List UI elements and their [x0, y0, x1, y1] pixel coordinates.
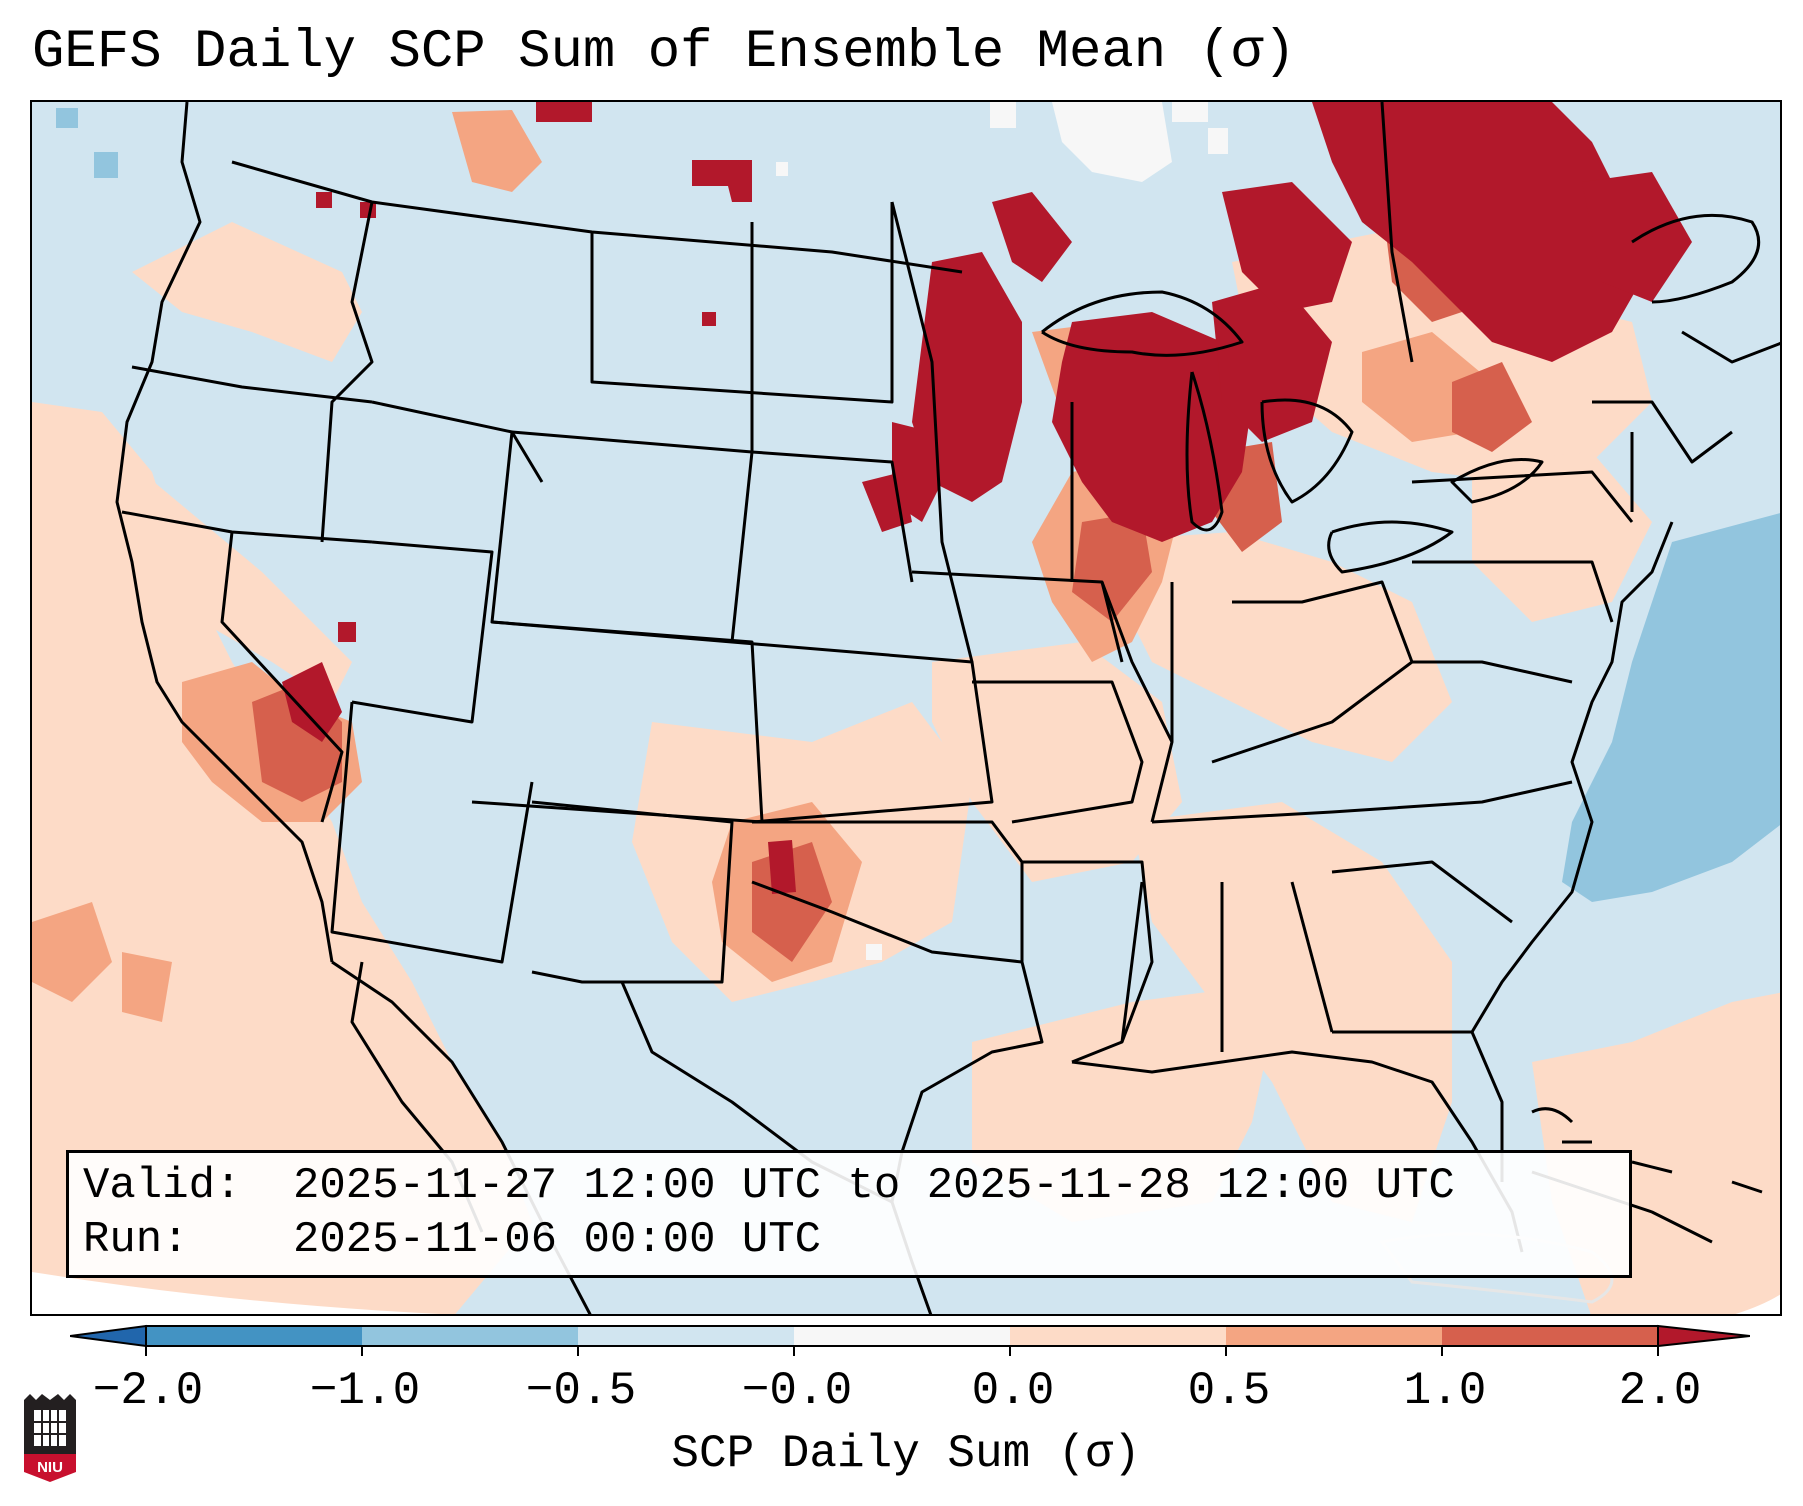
- projection-edge-left: [32, 1272, 441, 1314]
- run-label: Run:: [83, 1215, 189, 1265]
- valid-label: Valid:: [83, 1161, 242, 1211]
- colorbar-label: SCP Daily Sum (σ): [671, 1428, 1141, 1480]
- scp-field-neutral: [776, 102, 1228, 960]
- colorbar-segment-6: [1442, 1326, 1659, 1346]
- colorbar-segment-4: [1010, 1326, 1227, 1346]
- valid-run-info-box: Valid: 2025-11-27 12:00 UTC to 2025-11-28…: [66, 1150, 1632, 1278]
- tick-label-0: −2.0: [92, 1365, 204, 1417]
- tick-label-3: −0.0: [741, 1365, 853, 1417]
- scp-field-max: [282, 102, 1692, 894]
- projection-edge-right: [1735, 1294, 1780, 1314]
- map-panel: [30, 100, 1782, 1316]
- colorbar-segment-0: [146, 1326, 363, 1346]
- colorbar-extend-low: [70, 1324, 147, 1348]
- niu-seal-icon: NIU: [24, 1394, 76, 1482]
- colorbar-segment-1: [362, 1326, 579, 1346]
- valid-value: 2025-11-27 12:00 UTC to 2025-11-28 12:00…: [293, 1161, 1455, 1211]
- scp-field-neg: [56, 108, 1780, 902]
- colorbar-segment-5: [1226, 1326, 1443, 1346]
- tick-label-5: 0.5: [1187, 1365, 1271, 1417]
- colorbar-segment-3: [794, 1326, 1011, 1346]
- colorbar: [70, 1324, 1750, 1356]
- colorbar-segment-2: [578, 1326, 795, 1346]
- colorbar-extend-high: [1657, 1324, 1750, 1348]
- svg-text:NIU: NIU: [37, 1459, 63, 1476]
- tick-label-4: 0.0: [971, 1365, 1055, 1417]
- scp-map: [32, 102, 1780, 1314]
- run-value: 2025-11-06 00:00 UTC: [293, 1215, 822, 1265]
- tick-label-6: 1.0: [1403, 1365, 1487, 1417]
- tick-label-1: −1.0: [309, 1365, 421, 1417]
- tick-label-7: 2.0: [1618, 1365, 1702, 1417]
- tick-label-2: −0.5: [525, 1365, 637, 1417]
- map-title: GEFS Daily SCP Sum of Ensemble Mean (σ): [32, 22, 1296, 83]
- state-boundaries: [115, 102, 1780, 1314]
